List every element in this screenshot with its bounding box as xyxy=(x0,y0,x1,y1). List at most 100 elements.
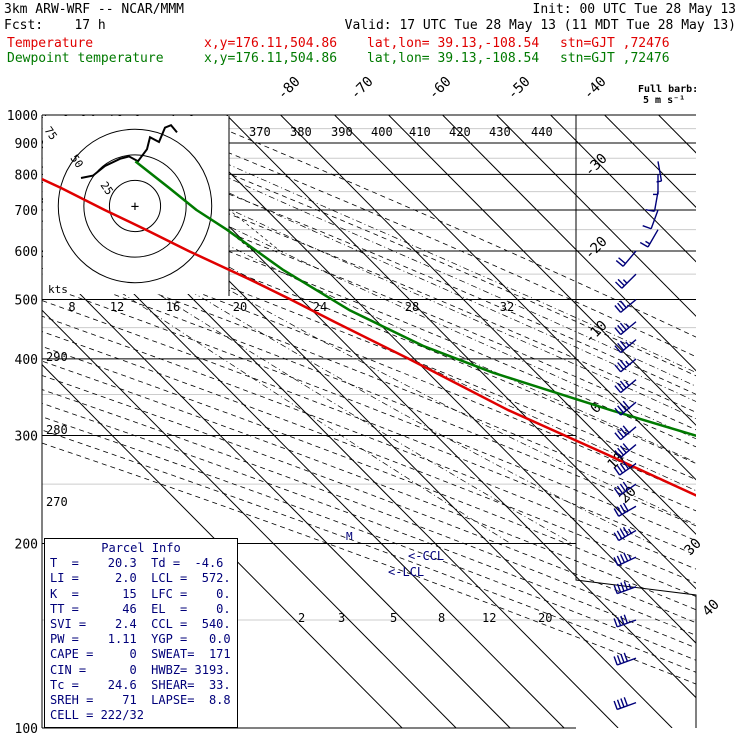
wind-barb-flag xyxy=(613,584,618,594)
parcel-info-row: T = 20.3 Td = -4.6 xyxy=(50,556,224,571)
wind-barb-flag xyxy=(620,653,625,663)
wind-barb-flag xyxy=(619,322,627,331)
wind-barb-staff xyxy=(618,505,637,517)
theta-e-label: 390 xyxy=(331,125,353,139)
parcel-info-row: CIN = 0 HWBZ= 3193. xyxy=(50,662,231,677)
wind-barb-flag xyxy=(639,241,649,248)
wind-barb xyxy=(613,526,637,542)
hodograph-ring xyxy=(83,154,187,258)
wind-barb-staff xyxy=(620,379,637,394)
wind-barb-flag xyxy=(614,345,622,353)
hodograph-ring xyxy=(108,179,162,233)
mixing-ratio-label: 3 xyxy=(338,611,345,625)
wind-barb-flag xyxy=(616,583,622,593)
parcel-info-row: PW = 1.11 YGP = 0.0 xyxy=(50,632,231,647)
hodograph-units-label: kts xyxy=(48,283,68,296)
wind-barb-flag xyxy=(616,530,623,540)
wind-barb-flag xyxy=(619,359,627,368)
wind-barb-flag xyxy=(619,445,627,454)
wind-barb-flag xyxy=(619,403,627,411)
valid-time: Valid: 17 UTC Tue 28 May 13 (11 MDT Tue … xyxy=(344,18,736,33)
hodograph-center-mark: + xyxy=(131,199,139,215)
wind-barb xyxy=(614,321,637,336)
hodograph-background xyxy=(43,116,229,294)
isotherm-line xyxy=(442,115,696,372)
parcel-info-row: CELL = 222/32 xyxy=(50,708,144,723)
wind-barb xyxy=(613,614,637,628)
barb-legend: Full barb:5 m s⁻¹ xyxy=(638,84,698,106)
pressure-tick-label: 600 xyxy=(15,245,38,260)
wind-barb xyxy=(613,652,637,666)
wind-barb xyxy=(613,461,637,476)
wind-barb-flag xyxy=(625,323,630,329)
wind-barb xyxy=(613,481,637,497)
isotherm-line xyxy=(172,115,696,644)
dry-adiabat xyxy=(42,429,696,673)
wind-barb xyxy=(613,697,637,711)
wind-barb-flag xyxy=(613,467,621,476)
wind-barb xyxy=(614,358,637,373)
hodograph-speed-label: 24 xyxy=(313,300,327,314)
wind-barb-staff xyxy=(647,229,659,248)
wind-barb-flag xyxy=(614,407,622,416)
parcel-info-row: Tc = 24.6 SHEAR= 33. xyxy=(50,677,231,692)
forecast-hour: Fcst: 17 h xyxy=(4,18,106,33)
hodograph-speed-label: 32 xyxy=(500,300,514,314)
dry-adiabat xyxy=(42,300,696,556)
dewpoint-profile xyxy=(134,160,696,437)
wind-barb-flag xyxy=(620,582,625,592)
wind-barb-flag xyxy=(622,526,629,536)
wind-barb xyxy=(613,552,637,567)
temperature-stn: stn=GJT ,72476 xyxy=(560,36,670,51)
wind-barb-flag xyxy=(622,279,628,284)
wind-barb-flag xyxy=(642,225,652,230)
wind-barb-flag xyxy=(620,698,625,708)
theta-e-label: 420 xyxy=(449,125,471,139)
parcel-info-row: TT = 46 EL = 0. xyxy=(50,601,231,616)
dry-adiabat xyxy=(42,402,696,649)
init-time: Init: 00 UTC Tue 28 May 13 xyxy=(532,2,737,17)
hodograph-speed-label: 28 xyxy=(405,300,419,314)
dry-adiabat xyxy=(42,284,696,542)
isotherm-label: -50 xyxy=(505,74,534,103)
isotherm-label: 30 xyxy=(682,536,705,559)
temperature-latlon: lat,lon= 39.13,-108.54 xyxy=(367,36,540,51)
parcel-info-row: SREH = 71 LAPSE= 8.8 xyxy=(50,693,231,708)
wind-barb-flag xyxy=(625,341,630,347)
wind-barb xyxy=(614,379,637,394)
pressure-tick-label: 300 xyxy=(15,430,38,445)
dry-adiabat xyxy=(42,315,696,570)
wind-barb-flag xyxy=(628,583,632,589)
wind-barb xyxy=(642,209,659,230)
hodograph-ring-label: 50 xyxy=(68,152,86,170)
parcel-start-mark: M xyxy=(346,530,353,543)
parcel-info-title: Parcel Info xyxy=(101,541,181,555)
temperature-label: Temperature xyxy=(7,36,94,51)
wind-barb-flag xyxy=(618,257,626,265)
theta-label: 290 xyxy=(46,350,68,364)
wind-barb-staff xyxy=(650,209,659,229)
barb-legend-title: Full barb: xyxy=(638,84,698,95)
isotherm-line xyxy=(42,254,511,728)
wind-barb-flag xyxy=(616,699,622,709)
wind-barb-flag xyxy=(613,656,618,666)
wind-barb-flag xyxy=(656,180,662,183)
dewpoint-latlon: lat,lon= 39.13,-108.54 xyxy=(367,51,540,66)
wind-barb-staff xyxy=(621,273,637,289)
theta-e-label: 410 xyxy=(409,125,431,139)
pressure-tick-label: 500 xyxy=(15,294,38,309)
theta-label: 270 xyxy=(46,495,68,509)
wind-barb-flag xyxy=(617,302,624,311)
isotherm-label: -30 xyxy=(582,151,611,180)
wind-barb-staff xyxy=(620,339,637,354)
isotherm-line xyxy=(42,309,457,728)
dry-adiabat xyxy=(42,416,696,661)
wind-barb-flag xyxy=(614,327,622,336)
wind-barb-flag xyxy=(619,340,627,349)
wind-barb-staff xyxy=(619,463,637,476)
mixing-ratio-label: 20 xyxy=(538,611,552,625)
mixing-ratio-label: 12 xyxy=(482,611,496,625)
wind-barb-flag xyxy=(617,447,624,456)
wind-barb xyxy=(614,273,637,289)
